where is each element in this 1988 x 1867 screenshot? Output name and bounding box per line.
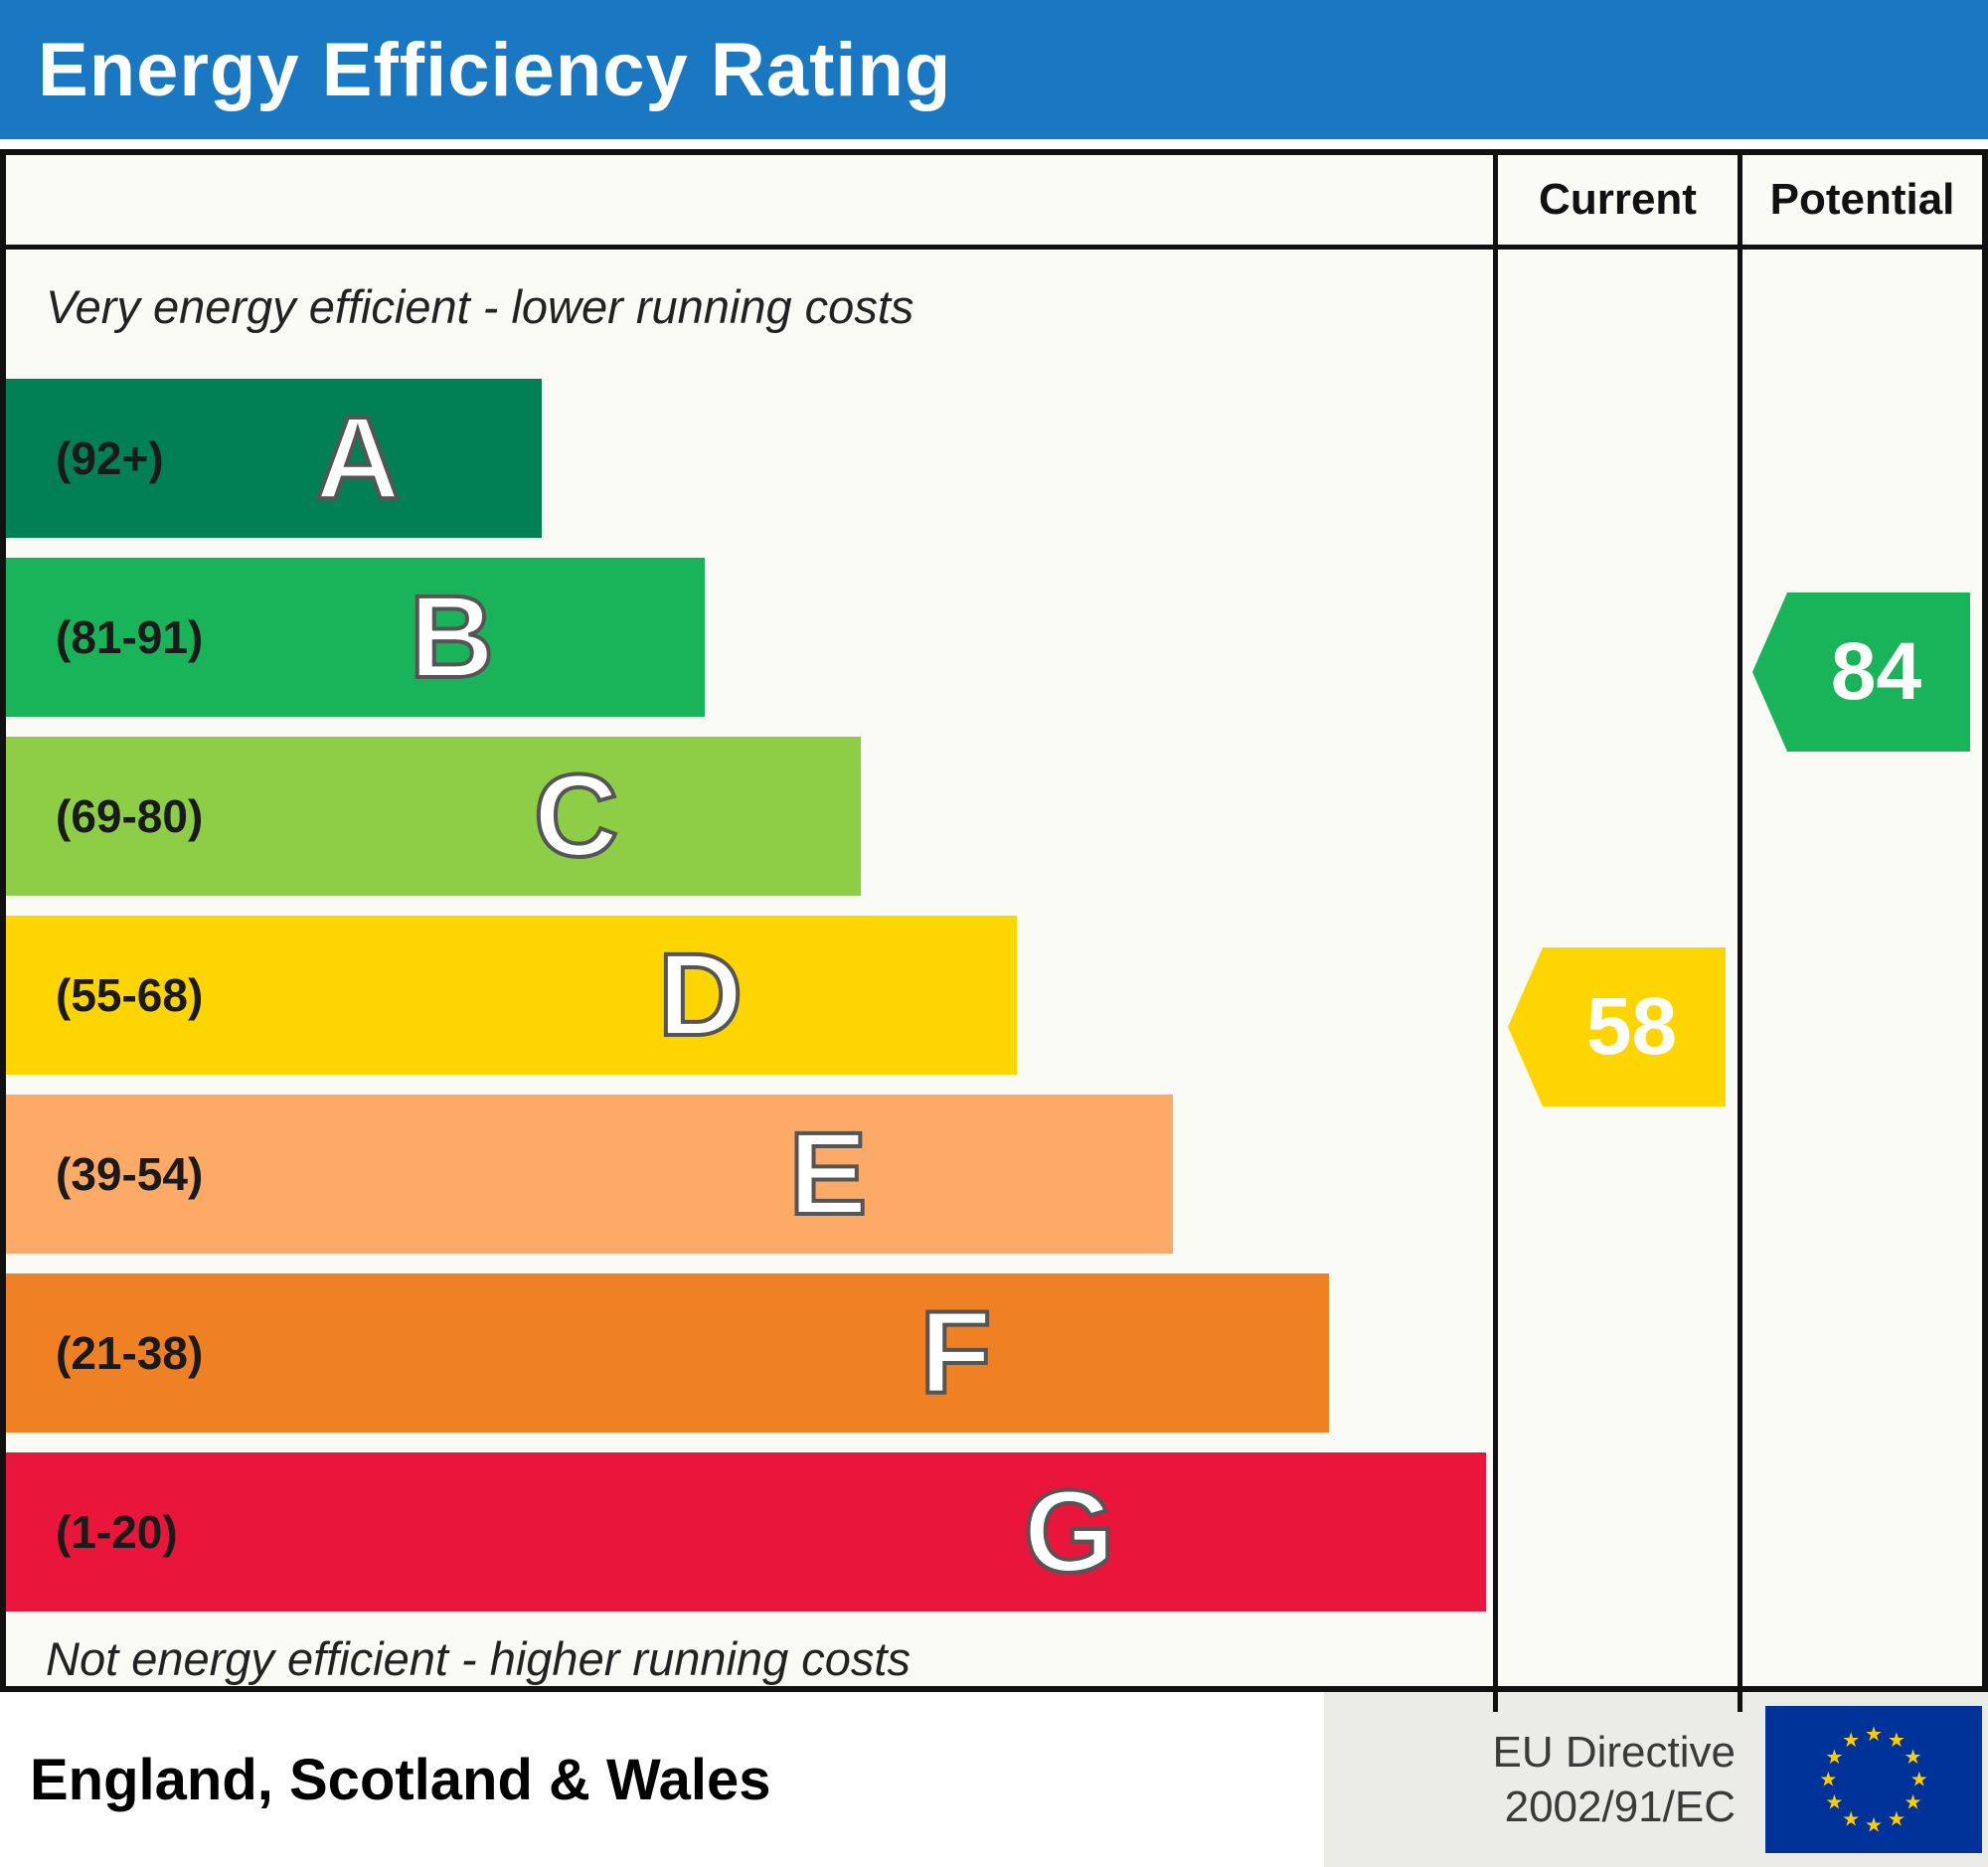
energy-rating-chart: Current Potential Very energy efficient … (0, 149, 1988, 1712)
eu-directive-line2: 2002/91/EC (1504, 1782, 1736, 1831)
band-letter-d: D (656, 930, 745, 1061)
current-rating-value: 58 (1585, 981, 1678, 1072)
chart-body: Very energy efficient - lower running co… (6, 250, 1982, 1712)
header-bar: Energy Efficiency Rating (0, 0, 1988, 139)
svg-text:★: ★ (1865, 1812, 1883, 1836)
svg-text:★: ★ (1819, 1768, 1837, 1791)
eu-directive-line1: EU Directive (1492, 1728, 1737, 1777)
band-row-g: (1-20) G (6, 1452, 1486, 1612)
band-letter-e: E (787, 1108, 870, 1240)
band-row-b: (81-91) B (6, 558, 706, 717)
svg-text:★: ★ (1825, 1745, 1843, 1769)
eu-directive-label: EU Directive 2002/91/EC (1493, 1725, 1737, 1834)
footer: England, Scotland & Wales EU Directive 2… (0, 1692, 1988, 1867)
svg-text:★: ★ (1888, 1806, 1905, 1830)
band-range-c: (69-80) (56, 790, 204, 842)
footer-region: England, Scotland & Wales (0, 1692, 1324, 1867)
band-row-a: (92+) A (6, 379, 542, 538)
band-row-d: (55-68) D (6, 916, 1018, 1075)
bands-column: Very energy efficient - lower running co… (6, 250, 1493, 1712)
svg-text:★: ★ (1905, 1790, 1922, 1814)
svg-text:★: ★ (1910, 1768, 1928, 1791)
svg-text:★: ★ (1842, 1728, 1860, 1752)
svg-text:★: ★ (1825, 1790, 1843, 1814)
band-row-e: (39-54) E (6, 1095, 1174, 1254)
band-letter-a: A (313, 393, 402, 524)
eu-flag-icon: ★ ★ ★ ★ ★ ★ ★ ★ ★ ★ ★ ★ (1765, 1706, 1982, 1853)
svg-text:★: ★ (1888, 1728, 1905, 1752)
band-letter-f: F (917, 1287, 993, 1419)
potential-column: 84 (1738, 250, 1982, 1712)
region-label: England, Scotland & Wales (30, 1747, 771, 1812)
band-range-a: (92+) (56, 432, 164, 484)
svg-text:★: ★ (1905, 1745, 1922, 1769)
band-range-e: (39-54) (56, 1148, 204, 1200)
current-column: 58 (1493, 250, 1738, 1712)
bottom-note: Not energy efficient - higher running co… (46, 1632, 911, 1685)
band-range-d: (55-68) (56, 969, 204, 1021)
column-header-current: Current (1493, 155, 1738, 245)
band-row-c: (69-80) C (6, 737, 862, 896)
top-note: Very energy efficient - lower running co… (46, 280, 914, 333)
current-rating-marker: 58 (1508, 947, 1726, 1106)
band-range-b: (81-91) (56, 611, 204, 663)
potential-rating-value: 84 (1830, 626, 1922, 717)
svg-text:★: ★ (1865, 1722, 1883, 1746)
svg-text:★: ★ (1842, 1806, 1860, 1830)
page-title: Energy Efficiency Rating (38, 27, 952, 112)
potential-rating-marker: 84 (1752, 593, 1970, 752)
band-range-f: (21-38) (56, 1327, 204, 1379)
chart-header-row: Current Potential (6, 155, 1982, 250)
band-letter-c: C (532, 751, 620, 882)
chart-header-spacer (6, 155, 1493, 245)
band-range-g: (1-20) (56, 1506, 178, 1558)
band-letter-g: G (1022, 1466, 1117, 1598)
band-letter-b: B (408, 572, 496, 703)
footer-directive-area: EU Directive 2002/91/EC ★ ★ ★ ★ ★ ★ ★ ★ … (1323, 1692, 1988, 1867)
column-header-potential: Potential (1738, 155, 1982, 245)
band-row-f: (21-38) F (6, 1273, 1330, 1433)
